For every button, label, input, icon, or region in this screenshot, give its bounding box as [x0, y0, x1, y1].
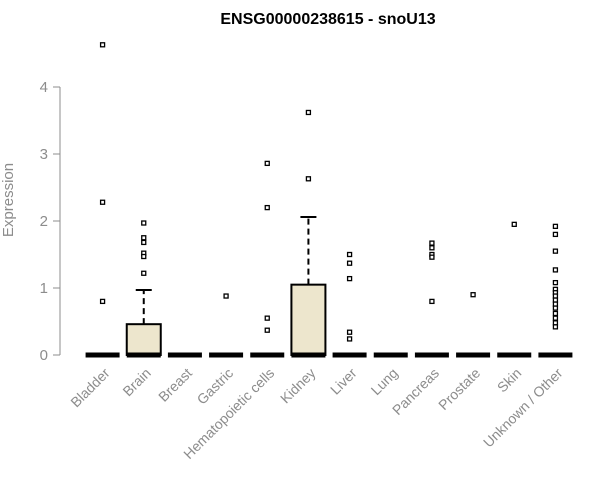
outlier-point [552, 223, 559, 230]
outlier-point [552, 279, 559, 286]
outlier-point [141, 270, 147, 276]
y-axis: 0 1 2 3 4 [40, 79, 61, 364]
box-group [250, 160, 285, 358]
box-group [538, 223, 573, 358]
outlier-point [470, 292, 476, 298]
outlier-point [346, 251, 353, 258]
x-tick-label: Lung [368, 365, 401, 398]
outlier-point [429, 254, 435, 260]
outlier-point [552, 248, 559, 254]
outlier-point [511, 221, 517, 228]
box-group [456, 292, 491, 358]
outlier-point [429, 240, 435, 246]
outlier-point [264, 315, 270, 321]
box-group [414, 240, 449, 358]
chart-title: ENSG00000238615 - snoU13 [220, 11, 435, 28]
box-group [209, 293, 244, 358]
box-group [85, 42, 120, 358]
outlier-point [552, 310, 559, 317]
outlier-point [429, 298, 435, 305]
y-tick-label: 0 [40, 347, 48, 364]
box-group [290, 109, 327, 358]
outlier-point [552, 305, 559, 311]
y-tick-label: 1 [40, 280, 48, 297]
outlier-point [305, 176, 312, 182]
outlier-point [264, 327, 270, 333]
box-body [290, 283, 327, 356]
outlier-point [141, 239, 147, 246]
outlier-point [305, 109, 312, 116]
outlier-point [552, 267, 559, 273]
y-tick-label: 4 [40, 79, 48, 96]
box-body [125, 323, 162, 356]
outlier-point [346, 260, 353, 266]
outlier-point [99, 42, 106, 48]
outlier-point [99, 199, 106, 205]
x-tick-label: Kidney [277, 365, 319, 407]
outlier-point [552, 231, 559, 238]
outlier-point [99, 298, 106, 305]
outlier-point [552, 324, 559, 330]
y-tick-label: 3 [40, 146, 48, 163]
x-tick-label: Liver [327, 365, 360, 398]
outlier-point [264, 160, 270, 167]
box-group [125, 220, 162, 358]
outlier-point [141, 253, 147, 260]
boxes-layer [85, 42, 573, 358]
outlier-point [346, 329, 353, 335]
x-tick-label: Breast [155, 365, 195, 405]
outlier-point [346, 275, 353, 282]
x-tick-label: Bladder [67, 365, 113, 411]
y-tick-label: 2 [40, 213, 48, 230]
x-tick-label: Brain [119, 365, 153, 399]
y-axis-label: Expression [0, 163, 17, 237]
outlier-point [552, 315, 559, 321]
outlier-point [429, 245, 435, 251]
outlier-point [141, 235, 147, 241]
x-tick-label: Skin [494, 365, 525, 396]
outlier-point [346, 336, 353, 342]
box-group [497, 221, 532, 358]
outlier-point [223, 293, 229, 299]
x-tick-label: Prostate [435, 365, 483, 413]
outlier-point [141, 220, 147, 226]
outlier-point [264, 204, 270, 211]
box-group [332, 251, 367, 358]
